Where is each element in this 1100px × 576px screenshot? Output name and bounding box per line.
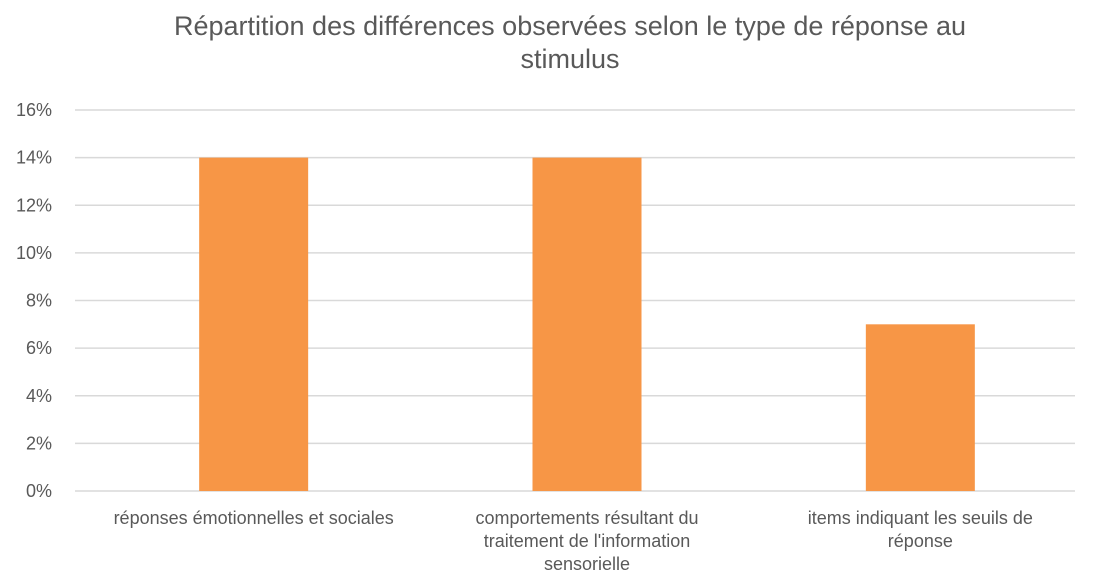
y-tick-label: 2% xyxy=(26,433,52,453)
y-tick-label: 14% xyxy=(16,148,52,168)
x-tick-label-line: réponse xyxy=(887,531,953,551)
y-tick-label: 16% xyxy=(16,100,52,120)
x-tick-label: items indiquant les seuils de réponse xyxy=(770,507,1070,553)
chart-title-line-1: Répartition des différences observées se… xyxy=(173,11,966,41)
x-tick-label-line: sensorielle xyxy=(543,554,631,574)
bar xyxy=(199,157,309,491)
bar xyxy=(532,157,642,491)
x-tick-label-line: comportements résultant du xyxy=(475,508,699,528)
y-tick-label: 6% xyxy=(26,338,52,358)
x-tick-label: comportements résultant du traitement de … xyxy=(437,507,737,576)
x-tick-label: réponses émotionnelles et sociales xyxy=(104,507,404,530)
x-tick-label-line: réponses émotionnelles et sociales xyxy=(113,508,394,528)
y-tick-label: 4% xyxy=(26,386,52,406)
y-tick-label: 0% xyxy=(26,481,52,501)
y-tick-label: 8% xyxy=(26,291,52,311)
bar xyxy=(865,324,975,491)
x-tick-label-line: traitement de l'information xyxy=(483,531,691,551)
chart-title-line-2: stimulus xyxy=(520,44,620,74)
chart-title: Répartition des différences observées se… xyxy=(0,10,1100,76)
x-tick-label-line: items indiquant les seuils de xyxy=(807,508,1033,528)
y-tick-label: 10% xyxy=(16,243,52,263)
y-tick-label: 12% xyxy=(16,195,52,215)
